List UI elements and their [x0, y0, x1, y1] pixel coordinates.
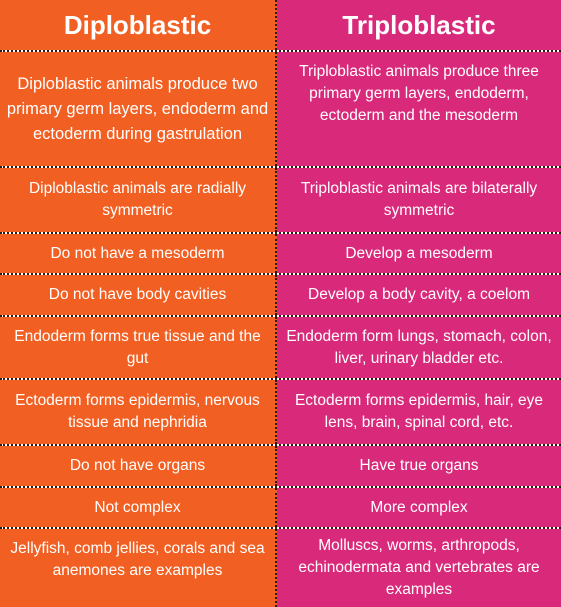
table-row: Ectoderm forms epidermis, nervous tissue… [0, 380, 561, 446]
triploblastic-cell: More complex [277, 488, 561, 527]
triploblastic-cell: Develop a body cavity, a coelom [277, 275, 561, 315]
table-row: Jellyfish, comb jellies, corals and sea … [0, 529, 561, 607]
triploblastic-cell: Molluscs, worms, arthropods, echinoderma… [277, 529, 561, 607]
triploblastic-cell: Endoderm form lungs, stomach, colon, liv… [277, 317, 561, 378]
table-row: Diploblastic animals are radially symmet… [0, 168, 561, 234]
diploblastic-cell: Jellyfish, comb jellies, corals and sea … [0, 529, 277, 607]
diploblastic-cell: Endoderm forms true tissue and the gut [0, 317, 277, 378]
table-header-row: Diploblastic Triploblastic [0, 0, 561, 52]
diploblastic-cell: Diploblastic animals produce two primary… [0, 52, 277, 166]
triploblastic-cell: Triploblastic animals are bilaterally sy… [277, 168, 561, 232]
triploblastic-cell: Ectoderm forms epidermis, hair, eye lens… [277, 380, 561, 444]
diploblastic-cell: Do not have a mesoderm [0, 234, 277, 273]
diploblastic-cell: Diploblastic animals are radially symmet… [0, 168, 277, 232]
table-row: Endoderm forms true tissue and the gut E… [0, 317, 561, 380]
header-diploblastic: Diploblastic [0, 0, 277, 50]
diploblastic-cell: Do not have body cavities [0, 275, 277, 315]
header-triploblastic: Triploblastic [277, 0, 561, 50]
table-row: Diploblastic animals produce two primary… [0, 52, 561, 168]
diploblastic-cell: Ectoderm forms epidermis, nervous tissue… [0, 380, 277, 444]
table-row: Do not have body cavities Develop a body… [0, 275, 561, 317]
table-row: Not complex More complex [0, 488, 561, 529]
triploblastic-cell: Triploblastic animals produce three prim… [277, 52, 561, 166]
triploblastic-cell: Develop a mesoderm [277, 234, 561, 273]
table-row: Do not have organs Have true organs [0, 446, 561, 488]
table-row: Do not have a mesoderm Develop a mesoder… [0, 234, 561, 275]
diploblastic-cell: Do not have organs [0, 446, 277, 486]
diploblastic-cell: Not complex [0, 488, 277, 527]
triploblastic-cell: Have true organs [277, 446, 561, 486]
